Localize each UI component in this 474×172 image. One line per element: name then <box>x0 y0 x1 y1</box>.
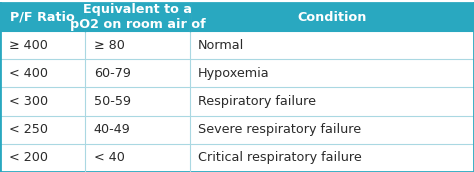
Text: 40-49: 40-49 <box>94 123 131 136</box>
FancyBboxPatch shape <box>85 88 190 116</box>
Text: < 40: < 40 <box>94 151 125 164</box>
Text: < 300: < 300 <box>9 95 48 108</box>
Text: < 400: < 400 <box>9 67 47 80</box>
FancyBboxPatch shape <box>0 144 85 172</box>
FancyBboxPatch shape <box>85 59 190 88</box>
FancyBboxPatch shape <box>190 144 474 172</box>
FancyBboxPatch shape <box>85 3 190 31</box>
FancyBboxPatch shape <box>190 88 474 116</box>
Text: < 200: < 200 <box>9 151 47 164</box>
FancyBboxPatch shape <box>0 59 85 88</box>
Text: Hypoxemia: Hypoxemia <box>198 67 270 80</box>
FancyBboxPatch shape <box>190 31 474 59</box>
FancyBboxPatch shape <box>85 31 190 59</box>
Text: P/F Ratio: P/F Ratio <box>10 10 75 24</box>
Text: ≥ 400: ≥ 400 <box>9 39 47 52</box>
Text: Critical respiratory failure: Critical respiratory failure <box>198 151 362 164</box>
Text: Normal: Normal <box>198 39 245 52</box>
FancyBboxPatch shape <box>85 116 190 144</box>
FancyBboxPatch shape <box>0 3 85 31</box>
Text: < 250: < 250 <box>9 123 47 136</box>
Text: ≥ 80: ≥ 80 <box>94 39 125 52</box>
FancyBboxPatch shape <box>190 59 474 88</box>
FancyBboxPatch shape <box>0 88 85 116</box>
FancyBboxPatch shape <box>190 116 474 144</box>
Text: 50-59: 50-59 <box>94 95 131 108</box>
Text: Severe respiratory failure: Severe respiratory failure <box>198 123 361 136</box>
Text: Equivalent to a
pO2 on room air of: Equivalent to a pO2 on room air of <box>70 3 205 31</box>
FancyBboxPatch shape <box>0 31 85 59</box>
FancyBboxPatch shape <box>190 3 474 31</box>
Text: Respiratory failure: Respiratory failure <box>198 95 316 108</box>
Text: 60-79: 60-79 <box>94 67 131 80</box>
Text: Condition: Condition <box>297 10 366 24</box>
FancyBboxPatch shape <box>85 144 190 172</box>
FancyBboxPatch shape <box>0 116 85 144</box>
